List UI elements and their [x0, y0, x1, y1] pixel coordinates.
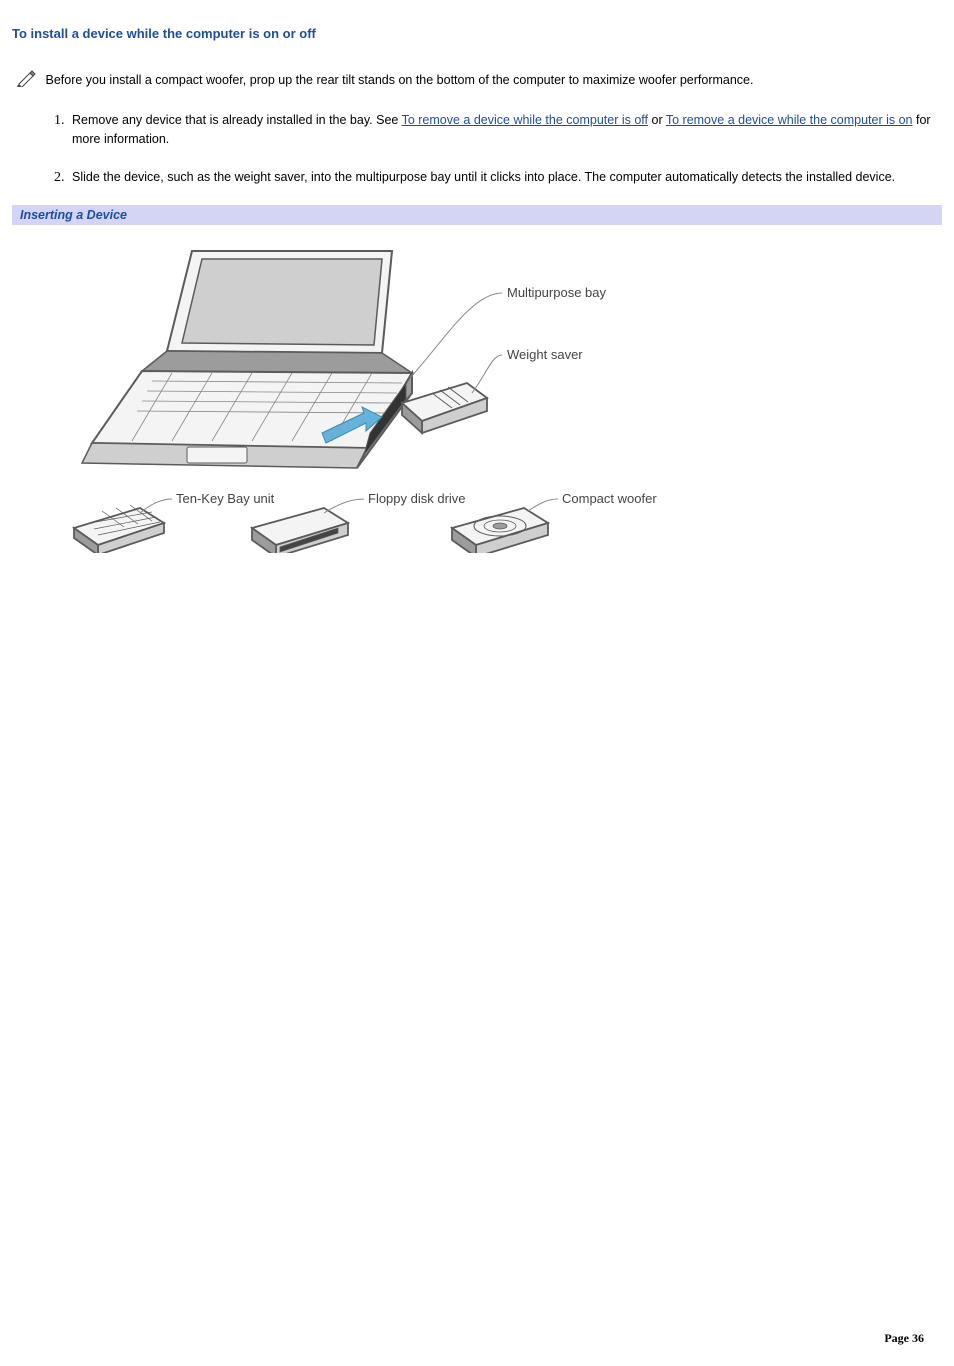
- note-block: Before you install a compact woofer, pro…: [12, 69, 942, 93]
- step-2: Slide the device, such as the weight sav…: [68, 168, 942, 187]
- figure-svg: Multipurpose bay Weight saver: [12, 233, 712, 553]
- figure: Multipurpose bay Weight saver: [12, 225, 942, 556]
- link-remove-on[interactable]: To remove a device while the computer is…: [666, 113, 913, 127]
- label-compact-woofer: Compact woofer: [562, 491, 657, 506]
- step-1-pre: Remove any device that is already instal…: [72, 113, 402, 127]
- step-2-text: Slide the device, such as the weight sav…: [72, 170, 895, 184]
- step-1: Remove any device that is already instal…: [68, 111, 942, 150]
- label-weight-saver: Weight saver: [507, 347, 583, 362]
- section-heading: To install a device while the computer i…: [12, 26, 942, 41]
- steps-list: Remove any device that is already instal…: [12, 111, 942, 187]
- figure-caption: Inserting a Device: [12, 205, 942, 225]
- floppy-illustration: [252, 508, 348, 553]
- laptop-illustration: [82, 251, 412, 468]
- note-icon: [16, 69, 38, 93]
- label-floppy: Floppy disk drive: [368, 491, 466, 506]
- link-remove-off[interactable]: To remove a device while the computer is…: [402, 113, 648, 127]
- label-multipurpose-bay: Multipurpose bay: [507, 285, 606, 300]
- ten-key-illustration: [74, 505, 164, 553]
- compact-woofer-illustration: [452, 508, 548, 553]
- step-1-mid: or: [648, 113, 666, 127]
- page-number: Page 36: [884, 1331, 924, 1346]
- note-text: Before you install a compact woofer, pro…: [45, 73, 753, 87]
- label-ten-key: Ten-Key Bay unit: [176, 491, 275, 506]
